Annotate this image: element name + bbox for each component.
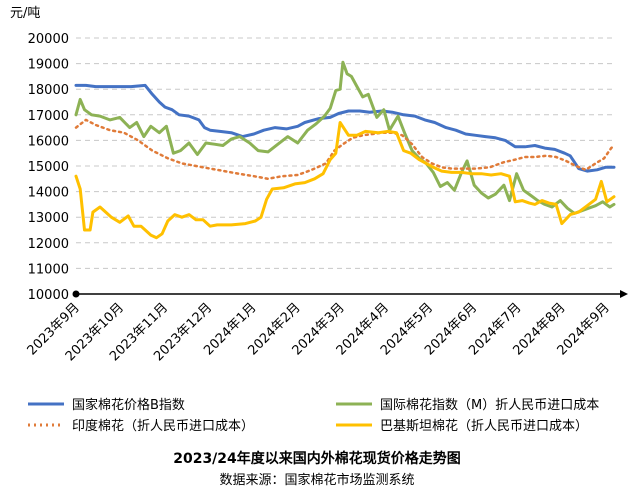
legend-label-3: 巴基斯坦棉花（折人民币进口成本） xyxy=(380,418,588,434)
y-tick-label: 19000 xyxy=(28,58,69,73)
legend-label-1: 国际棉花指数（M）折人民币进口成本 xyxy=(380,397,599,413)
x-axis-origin-dot xyxy=(72,290,80,298)
series-line-3 xyxy=(74,121,616,240)
y-tick-label: 13000 xyxy=(28,211,69,226)
x-tick-labels: 2023年9月2023年10月2023年11月2023年12月2024年1月20… xyxy=(25,300,613,364)
y-axis-unit-label: 元/吨 xyxy=(10,6,40,21)
chart-source: 数据来源：国家棉花市场监测系统 xyxy=(219,472,414,488)
y-tick-label: 15000 xyxy=(28,160,69,175)
y-tick-label: 18000 xyxy=(28,83,69,98)
x-axis xyxy=(72,290,628,298)
legend-label-0: 国家棉花价格B指数 xyxy=(72,397,185,413)
y-tick-labels: 10000 11000 12000 13000 14000 15000 16000 17000… xyxy=(28,32,69,303)
y-tick-label: 16000 xyxy=(28,134,69,149)
series-line-1 xyxy=(74,60,616,215)
x-axis-arrow xyxy=(620,290,628,298)
y-tick-label: 20000 xyxy=(28,32,69,47)
y-tick-label: 10000 xyxy=(28,288,69,303)
y-tick-label: 11000 xyxy=(28,262,69,277)
y-tick-label: 17000 xyxy=(28,109,69,124)
y-tick-label: 14000 xyxy=(28,186,69,201)
series-lines xyxy=(74,60,616,240)
series-line-0 xyxy=(74,83,616,173)
chart-title: 2023/24年度以来国内外棉花现货价格走势图 xyxy=(173,450,461,467)
legend-label-2: 印度棉花（折人民币进口成本） xyxy=(72,418,254,434)
legend: 国家棉花价格B指数 国际棉花指数（M）折人民币进口成本印度棉花（折人民币进口成本）… xyxy=(28,397,599,434)
y-tick-label: 12000 xyxy=(28,237,69,252)
